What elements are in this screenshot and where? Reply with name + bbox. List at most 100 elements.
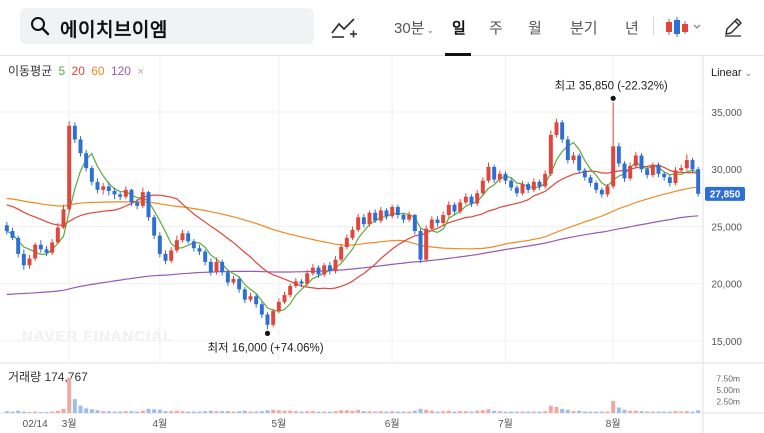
candle-body bbox=[78, 139, 83, 154]
candle-body bbox=[662, 173, 667, 178]
candle-body bbox=[254, 296, 259, 305]
volume-bar bbox=[89, 409, 94, 413]
volume-bar bbox=[21, 411, 26, 413]
volume-bars bbox=[4, 377, 701, 413]
candle-body bbox=[554, 122, 559, 135]
volume-bar bbox=[61, 408, 66, 413]
candle-body bbox=[452, 204, 457, 212]
candle-body bbox=[577, 155, 582, 171]
moving-average-legend: 이동평균 5 20 60 120 × bbox=[8, 62, 147, 79]
volume-bar bbox=[537, 411, 542, 413]
candle-body bbox=[645, 169, 650, 175]
candle-body bbox=[293, 281, 298, 286]
period-week[interactable]: 주 bbox=[489, 20, 503, 37]
candle-body bbox=[101, 186, 106, 190]
candle-body bbox=[288, 285, 293, 296]
current-price-text: 27,850 bbox=[710, 189, 741, 200]
volume-bar bbox=[401, 411, 406, 413]
candle-body bbox=[599, 189, 604, 195]
candle-body bbox=[526, 184, 531, 190]
volume-bar bbox=[225, 411, 230, 413]
date-tick-label: 8월 bbox=[606, 418, 621, 430]
price-chart[interactable]: NAVER FINANCIAL 35,000 30,000 25,000 20,000… bbox=[0, 56, 764, 433]
volume-bar bbox=[316, 411, 321, 413]
low-marker bbox=[264, 330, 271, 336]
candle-body bbox=[356, 217, 361, 230]
volume-bar bbox=[259, 411, 264, 413]
volume-bar bbox=[276, 410, 281, 413]
candle-body bbox=[95, 181, 100, 190]
candle-body bbox=[679, 168, 684, 171]
candle-body bbox=[180, 233, 185, 241]
scale-mode-button[interactable]: Linear ⌄ bbox=[711, 67, 752, 79]
date-tick-label: 5월 bbox=[271, 418, 286, 430]
candlesticks bbox=[4, 102, 701, 330]
volume-bar bbox=[571, 411, 576, 413]
scale-mode-label: Linear bbox=[711, 67, 742, 79]
volume-bar bbox=[662, 411, 667, 413]
candle-body bbox=[520, 184, 525, 194]
volume-bar bbox=[4, 411, 9, 413]
candle-body bbox=[424, 228, 429, 260]
period-month[interactable]: 월 bbox=[528, 20, 542, 37]
volume-bar bbox=[299, 411, 304, 413]
volume-bar bbox=[231, 411, 236, 413]
candle-body bbox=[367, 212, 372, 225]
watermark: NAVER FINANCIAL bbox=[22, 328, 173, 345]
volume-bar bbox=[367, 411, 372, 413]
volume-bar bbox=[492, 410, 497, 413]
search-box[interactable]: 에이치브이엠 bbox=[20, 8, 314, 44]
volume-bar bbox=[429, 410, 434, 413]
candle-body bbox=[259, 304, 264, 315]
candle-body bbox=[248, 296, 253, 300]
volume-bar bbox=[395, 411, 400, 413]
volume-bar bbox=[509, 411, 514, 413]
period-quarter[interactable]: 분기 bbox=[570, 20, 598, 37]
legend-ma60: 60 bbox=[91, 64, 105, 78]
volume-bar bbox=[656, 411, 661, 413]
candle-body bbox=[169, 250, 174, 261]
candle-body bbox=[197, 248, 202, 252]
volume-bar bbox=[412, 410, 417, 413]
period-year[interactable]: 년 bbox=[625, 20, 639, 37]
volume-bar bbox=[650, 411, 655, 413]
volume-bar bbox=[616, 407, 621, 413]
candle-body bbox=[61, 209, 66, 228]
high-marker bbox=[610, 95, 616, 101]
trendline-tool-icon[interactable] bbox=[330, 14, 358, 40]
volume-bar bbox=[446, 410, 451, 413]
volume-bar bbox=[152, 409, 157, 413]
volume-bar bbox=[174, 410, 179, 413]
candle-body bbox=[310, 267, 315, 274]
legend-close-icon[interactable]: × bbox=[137, 66, 144, 78]
volume-bar bbox=[441, 411, 446, 413]
chart-type-icon[interactable] bbox=[664, 15, 704, 39]
candle-body bbox=[531, 181, 536, 190]
volume-bar bbox=[118, 411, 123, 413]
date-tick-label: 6월 bbox=[385, 418, 400, 430]
volume-bar bbox=[480, 410, 485, 413]
candle-body bbox=[412, 215, 417, 232]
volume-bar bbox=[526, 411, 531, 413]
pencil-icon[interactable] bbox=[722, 16, 744, 38]
legend-ma20: 20 bbox=[71, 64, 85, 78]
stock-name[interactable]: 에이치브이엠 bbox=[60, 20, 168, 41]
volume-bar bbox=[16, 410, 21, 413]
candle-body bbox=[616, 146, 621, 164]
candle-body bbox=[10, 231, 15, 238]
candle-body bbox=[514, 187, 519, 194]
candle-body bbox=[588, 177, 593, 183]
price-tick-label: 25,000 bbox=[711, 222, 742, 233]
period-day[interactable]: 일 bbox=[452, 20, 466, 37]
volume-bar bbox=[560, 408, 565, 413]
period-30min[interactable]: 30분 ⌄ bbox=[394, 20, 435, 37]
volume-bar bbox=[106, 411, 111, 413]
volume-tick-label: 5.00m bbox=[716, 385, 740, 395]
volume-bar bbox=[197, 411, 202, 413]
ma60-line bbox=[6, 186, 699, 250]
volume-bar bbox=[639, 411, 644, 413]
volume-bar bbox=[418, 408, 423, 413]
candle-body bbox=[276, 301, 281, 312]
volume-bar bbox=[186, 411, 191, 413]
